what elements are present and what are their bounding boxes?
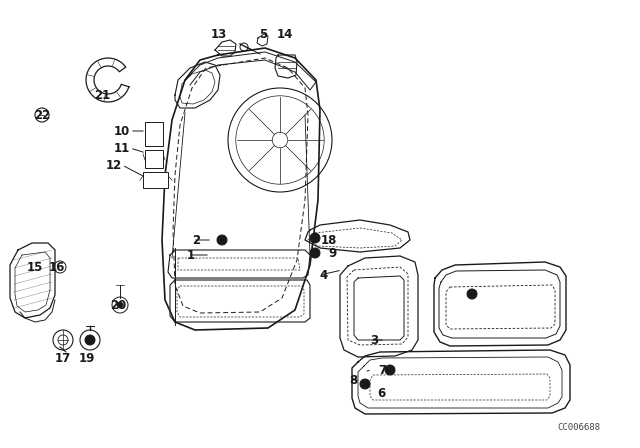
Circle shape — [385, 365, 395, 375]
Circle shape — [467, 289, 477, 299]
Text: 14: 14 — [277, 27, 293, 40]
Text: 4: 4 — [320, 268, 328, 281]
Text: 2: 2 — [192, 233, 200, 246]
Text: 7: 7 — [378, 363, 386, 376]
Text: 17: 17 — [55, 352, 71, 365]
Text: 3: 3 — [370, 333, 378, 346]
Circle shape — [310, 233, 320, 243]
Circle shape — [85, 335, 95, 345]
FancyBboxPatch shape — [145, 122, 163, 146]
Text: 11: 11 — [114, 142, 130, 155]
Circle shape — [360, 379, 370, 389]
Text: 8: 8 — [349, 374, 358, 387]
Circle shape — [117, 302, 123, 308]
FancyBboxPatch shape — [143, 172, 168, 188]
Text: CC006688: CC006688 — [557, 423, 600, 432]
Text: 9: 9 — [329, 246, 337, 259]
Text: 16: 16 — [49, 260, 65, 273]
Text: 6: 6 — [378, 387, 386, 400]
Text: 5: 5 — [259, 27, 267, 40]
FancyBboxPatch shape — [145, 150, 163, 168]
Text: 13: 13 — [211, 27, 227, 40]
Text: 10: 10 — [114, 125, 130, 138]
Text: 15: 15 — [27, 260, 43, 273]
Circle shape — [88, 338, 92, 342]
Text: 22: 22 — [34, 108, 50, 121]
Circle shape — [217, 235, 227, 245]
Circle shape — [310, 248, 320, 258]
Text: 18: 18 — [321, 233, 337, 246]
Text: 20: 20 — [110, 298, 126, 311]
Text: 12: 12 — [106, 159, 122, 172]
Text: 19: 19 — [79, 352, 95, 365]
Text: 7: 7 — [468, 289, 476, 302]
Text: 1: 1 — [187, 249, 195, 262]
Text: 21: 21 — [94, 89, 110, 102]
